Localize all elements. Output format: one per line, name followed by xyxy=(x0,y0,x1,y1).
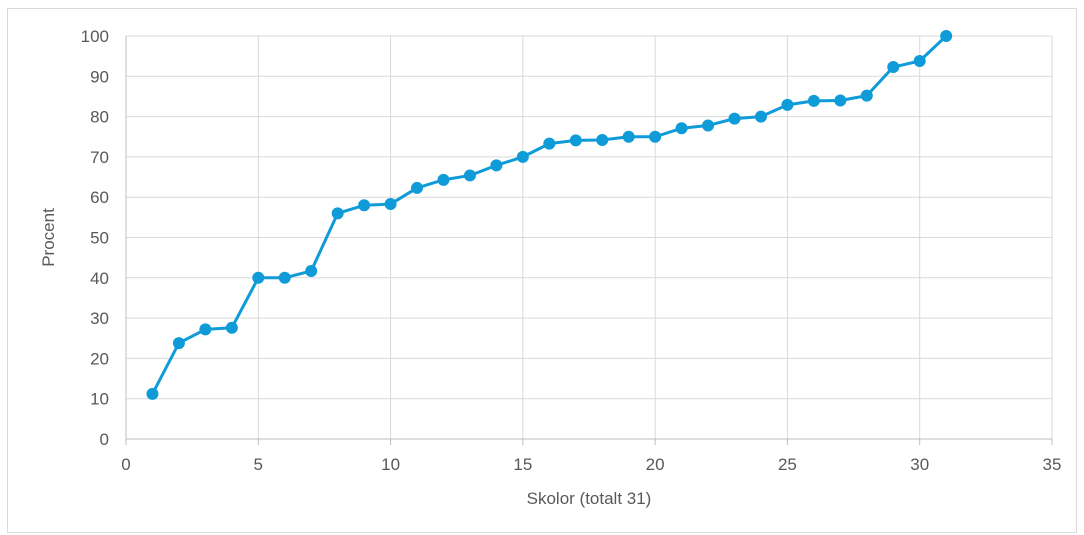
chart-frame xyxy=(7,8,1077,533)
y-tick-label: 80 xyxy=(90,108,109,127)
data-point xyxy=(834,94,847,107)
data-point xyxy=(199,323,212,336)
data-point xyxy=(358,199,371,212)
y-tick-label: 70 xyxy=(90,148,109,167)
tick-labels: 0 10 20 30 40 50 60 70 80 90 100 0 5 10 15 20 25 30 35 xyxy=(81,27,1062,474)
data-point xyxy=(172,337,185,350)
data-point xyxy=(860,89,873,102)
x-tick-label: 25 xyxy=(778,455,797,474)
x-tick-label: 20 xyxy=(646,455,665,474)
x-tick-label: 0 xyxy=(121,455,130,474)
y-tick-label: 0 xyxy=(100,430,109,449)
x-tick-label: 5 xyxy=(254,455,263,474)
data-point xyxy=(278,271,291,284)
data-point xyxy=(569,134,582,147)
data-point xyxy=(754,110,767,123)
data-point xyxy=(490,159,503,172)
data-point xyxy=(411,181,424,194)
data-point xyxy=(384,198,397,211)
data-point xyxy=(622,130,635,143)
data-point xyxy=(437,173,450,186)
data-point xyxy=(675,122,688,135)
gridlines xyxy=(126,35,1053,439)
x-tick-label: 35 xyxy=(1043,455,1062,474)
data-point xyxy=(887,61,900,74)
x-tick-label: 30 xyxy=(910,455,929,474)
y-tick-label: 20 xyxy=(90,349,109,368)
data-point xyxy=(940,30,953,42)
data-point xyxy=(728,112,741,125)
series-line-layer xyxy=(150,34,948,396)
data-point xyxy=(781,98,794,111)
data-point xyxy=(252,271,265,284)
data-point xyxy=(305,264,318,277)
data-points xyxy=(146,30,953,400)
x-axis-title: Skolor (totalt 31) xyxy=(527,489,652,508)
y-tick-label: 100 xyxy=(81,27,109,46)
y-axis-title: Procent xyxy=(39,208,58,267)
y-tick-label: 60 xyxy=(90,188,109,207)
data-point xyxy=(225,321,238,334)
y-tick-label: 50 xyxy=(90,229,109,248)
data-point xyxy=(463,169,476,182)
data-point xyxy=(596,133,609,146)
x-tick-label: 10 xyxy=(381,455,400,474)
x-tick-label: 15 xyxy=(513,455,532,474)
y-tick-label: 30 xyxy=(90,309,109,328)
data-point xyxy=(516,150,529,163)
y-tick-label: 90 xyxy=(90,67,109,86)
data-point xyxy=(146,387,159,400)
data-point xyxy=(331,207,344,220)
axes xyxy=(125,36,1053,445)
data-point xyxy=(807,94,820,107)
data-point xyxy=(702,119,715,132)
y-tick-label: 40 xyxy=(90,269,109,288)
data-point xyxy=(913,54,926,67)
y-tick-label: 10 xyxy=(90,390,109,409)
data-point xyxy=(649,130,662,143)
data-point xyxy=(543,137,556,150)
series-line xyxy=(150,34,948,396)
